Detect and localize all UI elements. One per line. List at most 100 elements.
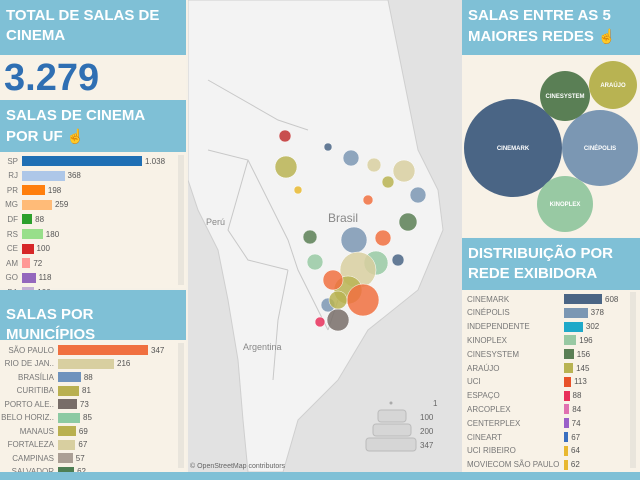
bar-row[interactable]: SÃO PAULO 347 [0, 344, 164, 356]
map-city-bubble[interactable] [306, 253, 324, 271]
bar[interactable] [58, 385, 79, 396]
bar-row[interactable]: CENTERPLEX 74 [462, 417, 581, 429]
bar-row[interactable]: BRASÍLIA 88 [0, 371, 93, 383]
bar[interactable] [564, 349, 574, 360]
bubble-araújo[interactable] [589, 61, 637, 109]
bar-row[interactable]: GO 118 [0, 272, 51, 284]
map-city-bubble[interactable] [326, 308, 350, 332]
bar[interactable] [22, 229, 43, 239]
bar-row[interactable]: MOVIECOM SÃO PAULO 62 [462, 459, 580, 471]
bar[interactable] [58, 439, 76, 450]
bar[interactable] [22, 170, 65, 181]
map-city-bubble[interactable] [409, 186, 427, 204]
map-city-bubble[interactable] [293, 185, 303, 195]
bar-row[interactable]: CAMPINAS 57 [0, 452, 85, 464]
bar-row[interactable]: CURITIBA 81 [0, 385, 91, 397]
bar-row[interactable]: RIO DE JAN.. 216 [0, 358, 130, 370]
bar[interactable] [22, 272, 36, 283]
bar[interactable] [564, 376, 572, 387]
bar-row[interactable]: ARCOPLEX 84 [462, 403, 581, 415]
bar[interactable] [58, 426, 76, 436]
bar-row[interactable]: MG 259 [0, 199, 68, 211]
bar[interactable] [58, 412, 81, 423]
bar[interactable] [564, 390, 570, 401]
bar[interactable] [564, 432, 569, 442]
uf-scrollbar[interactable] [178, 155, 184, 285]
bar-row[interactable]: ARAÚJO 145 [462, 362, 589, 374]
bar-row[interactable]: ESPAÇO 88 [462, 390, 581, 402]
bar[interactable] [22, 199, 52, 210]
bubble-cinépolis[interactable] [562, 110, 638, 186]
bar[interactable] [22, 258, 31, 269]
bar[interactable] [564, 404, 570, 415]
bar-row[interactable]: BELO HORIZ.. 85 [0, 412, 92, 424]
map[interactable]: Brasil Perú Argentina 1 100 200 347 © Op… [188, 0, 462, 472]
bar-row[interactable]: AM 72 [0, 257, 42, 269]
map-attribution[interactable]: © OpenStreetMap contributors [190, 462, 286, 470]
bar[interactable] [58, 372, 81, 382]
pointer-hand-icon[interactable]: ☝ [598, 28, 616, 44]
bar-row[interactable]: FORTALEZA 67 [0, 439, 87, 451]
bar[interactable] [564, 363, 574, 373]
bar[interactable] [58, 399, 77, 409]
bar-row[interactable]: SP 1.038 [0, 155, 165, 167]
bar[interactable] [22, 185, 45, 196]
bar[interactable] [564, 307, 588, 318]
bar[interactable] [564, 335, 577, 346]
bar-row[interactable]: PR 198 [0, 184, 61, 196]
map-city-bubble[interactable] [278, 129, 292, 143]
bar[interactable] [22, 214, 33, 225]
pointer-hand-icon[interactable]: ☝ [66, 128, 85, 144]
bar[interactable] [564, 445, 568, 456]
bar-row[interactable]: SALVADOR 62 [0, 466, 86, 478]
map-city-bubble[interactable] [398, 212, 418, 232]
bar[interactable] [564, 321, 583, 332]
map-city-bubble[interactable] [366, 157, 382, 173]
municipios-scrollbar[interactable] [178, 343, 184, 468]
bar[interactable] [58, 466, 75, 477]
map-city-bubble[interactable] [340, 226, 368, 254]
map-svg[interactable]: Brasil Perú Argentina 1 100 200 347 © Op… [188, 0, 462, 472]
bar-row[interactable]: KINOPLEX 196 [462, 334, 593, 346]
map-city-bubble[interactable] [374, 229, 392, 247]
map-city-bubble[interactable] [392, 159, 416, 183]
map-city-bubble[interactable] [328, 290, 348, 310]
bar-row[interactable]: UCI 113 [462, 376, 587, 388]
bar[interactable] [58, 345, 148, 355]
map-city-bubble[interactable] [323, 142, 333, 152]
map-city-bubble[interactable] [391, 253, 405, 267]
bar-row[interactable]: CE 100 [0, 243, 50, 255]
bar-row[interactable]: CINEART 67 [462, 431, 580, 443]
distribuicao-scrollbar[interactable] [630, 292, 636, 468]
bubble-kinoplex[interactable] [537, 176, 593, 232]
map-city-bubble[interactable] [274, 155, 298, 179]
bar-row[interactable]: UCI RIBEIRO 64 [462, 445, 580, 457]
map-city-bubble[interactable] [302, 229, 318, 245]
total-title-text: TOTAL DE SALAS DE CINEMA [6, 7, 160, 44]
bar[interactable] [22, 156, 142, 166]
bar[interactable] [564, 294, 602, 304]
map-city-bubble[interactable] [346, 283, 380, 317]
map-city-bubble[interactable] [381, 175, 395, 189]
map-city-bubble[interactable] [322, 269, 344, 291]
bar[interactable] [564, 459, 568, 470]
bar-row[interactable]: CINESYSTEM 156 [462, 348, 590, 360]
bar-row[interactable]: INDEPENDENTE 302 [462, 321, 599, 333]
bar[interactable] [564, 418, 569, 429]
bubble-label: KINOPLEX [550, 202, 581, 208]
map-city-bubble[interactable] [314, 316, 326, 328]
bar-row[interactable]: MANAUS 69 [0, 425, 88, 437]
bar-row[interactable]: RS 180 [0, 228, 59, 240]
bar-row[interactable]: CINÉPOLIS 378 [462, 307, 604, 319]
bubble-cinesystem[interactable] [540, 71, 590, 121]
map-city-bubble[interactable] [342, 149, 360, 167]
bar[interactable] [58, 358, 115, 369]
bar[interactable] [22, 243, 34, 254]
bar-row[interactable]: RJ 368 [0, 170, 81, 182]
bar[interactable] [58, 453, 73, 463]
bar-row[interactable]: DF 88 [0, 213, 44, 225]
bar-row[interactable]: CINEMARK 608 [462, 293, 618, 305]
bar-row[interactable]: PORTO ALE.. 73 [0, 398, 89, 410]
bubble-cinemark[interactable] [464, 99, 562, 197]
map-city-bubble[interactable] [362, 194, 374, 206]
